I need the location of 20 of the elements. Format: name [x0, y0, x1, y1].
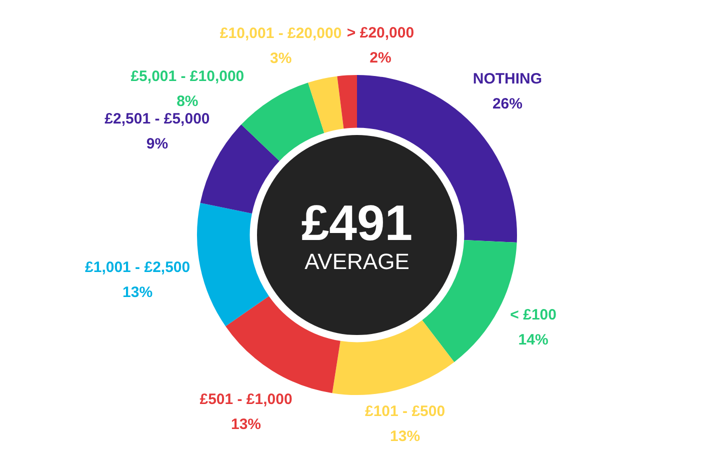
data-label: 13%	[390, 428, 420, 446]
data-label: 9%	[146, 136, 168, 153]
data-label: 2%	[370, 50, 392, 67]
data-label: 3%	[270, 50, 292, 67]
text: £491	[301, 195, 413, 252]
slice-label: > £20,000	[346, 24, 414, 42]
slice-label: NOTHING	[472, 70, 542, 88]
text: AVERAGE	[304, 248, 410, 274]
data-label: 8%	[176, 92, 198, 110]
slice-label: < £100	[510, 306, 556, 324]
data-label: 14%	[518, 331, 548, 348]
slice-label: £5,001 - £10,000	[130, 68, 244, 85]
slice-label: £2,501 - £5,000	[104, 110, 210, 128]
data-label: 13%	[230, 416, 262, 434]
slice-label: £1,001 - £2,500	[85, 259, 190, 276]
slice-label: £501 - £1,000	[200, 391, 292, 408]
data-label: 26%	[492, 96, 522, 113]
slice-label: £101 - £500	[364, 403, 446, 420]
data-label: 13%	[122, 284, 153, 302]
slice-label: £10,001 - £20,000	[220, 24, 342, 42]
